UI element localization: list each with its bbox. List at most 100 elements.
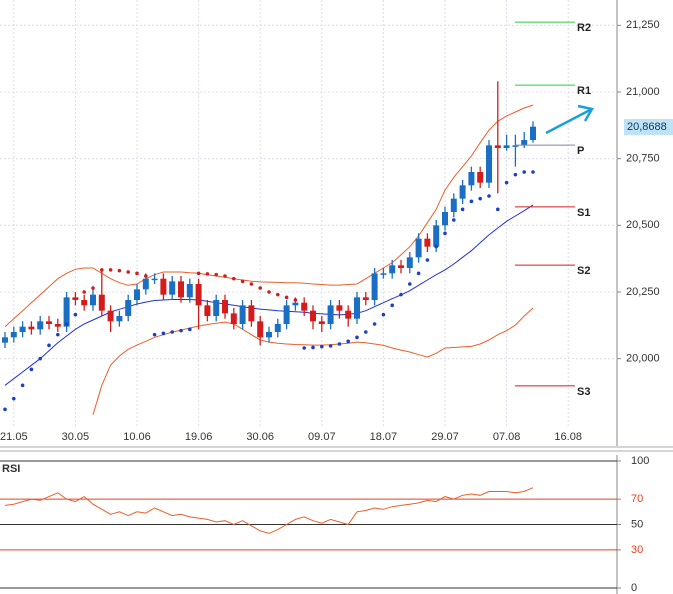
candle-body — [468, 172, 475, 186]
y-tick-label: 20,750 — [626, 153, 660, 165]
sar-dot — [302, 346, 307, 350]
x-tick-label: 29.07 — [431, 431, 459, 443]
sar-dot — [276, 292, 280, 297]
sar-dot — [469, 199, 474, 204]
sar-dot — [205, 272, 210, 276]
candle-body — [195, 284, 202, 306]
candle-body — [362, 297, 369, 300]
candle-body — [125, 300, 132, 316]
candle-body — [486, 145, 492, 183]
candle-body — [371, 273, 378, 300]
sar-dot — [320, 344, 324, 349]
sar-dot — [214, 272, 218, 277]
candle-body — [345, 310, 352, 319]
x-tick-label: 30.05 — [62, 431, 90, 443]
sar-dot — [232, 276, 236, 281]
sar-dot — [328, 344, 333, 348]
candle-body — [10, 332, 17, 338]
sar-dot — [408, 282, 412, 286]
candle-body — [450, 198, 457, 212]
candle-body — [477, 172, 484, 183]
candle-body — [283, 305, 290, 324]
x-tick-label: 30.06 — [246, 431, 274, 443]
y-tick-label: 30 — [631, 544, 643, 556]
candle-body — [81, 300, 88, 306]
candle-body — [222, 300, 228, 314]
sar-dot — [267, 290, 271, 294]
pivot-label: P — [577, 145, 584, 157]
sar-dot — [425, 258, 430, 262]
candle-body — [72, 297, 79, 300]
sar-dot — [144, 274, 148, 278]
sar-dot — [64, 322, 69, 326]
x-tick-label: 21.05 — [0, 431, 28, 443]
candle-body — [503, 145, 510, 148]
sar-dot — [293, 298, 298, 302]
y-tick-label: 20,500 — [626, 219, 660, 231]
candle-body — [442, 212, 448, 226]
sar-dot — [381, 312, 386, 317]
y-tick-label: 20,000 — [626, 353, 660, 365]
candle-body — [116, 316, 123, 322]
candle-body — [301, 302, 308, 311]
sar-dot — [258, 286, 263, 290]
candle-body — [98, 294, 105, 311]
sar-dot — [117, 268, 122, 273]
sar-dot — [29, 367, 34, 372]
candle-body — [230, 313, 237, 324]
candle-body — [310, 310, 316, 322]
sar-dot — [108, 268, 113, 272]
sar-dot — [188, 327, 192, 332]
trend-arrow — [545, 104, 594, 135]
candle-body — [213, 300, 220, 316]
bollinger-lower — [92, 307, 534, 415]
sar-dot — [496, 207, 500, 212]
candle-body — [274, 324, 281, 332]
sar-dot — [478, 196, 483, 201]
sar-dot — [126, 270, 130, 274]
sar-dot — [346, 339, 351, 344]
sar-dot — [152, 332, 157, 337]
candle-body — [459, 185, 466, 199]
candle-body — [151, 278, 158, 281]
rsi-title: RSI — [2, 463, 20, 475]
x-tick-label: 18.07 — [370, 431, 398, 443]
sar-dot — [170, 330, 174, 334]
sar-dot — [82, 290, 86, 294]
sar-dot — [416, 271, 421, 276]
candle-body — [398, 265, 404, 268]
y-tick-label: 21,000 — [626, 86, 660, 98]
sar-dot — [284, 295, 289, 300]
y-tick-label: 21,250 — [626, 19, 660, 31]
candle-body — [433, 225, 440, 247]
candle-body — [134, 289, 140, 300]
x-tick-label: 10.06 — [123, 431, 151, 443]
candle-body — [169, 281, 176, 295]
candle-body — [19, 326, 26, 332]
candle-body — [46, 321, 52, 324]
sar-dot — [337, 342, 342, 346]
rsi-line — [4, 487, 534, 534]
sar-dot — [73, 312, 78, 317]
pivot-label: S2 — [577, 265, 590, 277]
candle-body — [186, 284, 193, 298]
bollinger-middle — [4, 204, 534, 386]
y-tick-label: 100 — [631, 455, 649, 467]
candle-body — [142, 278, 149, 290]
sar-dot — [249, 282, 254, 286]
candle-body — [266, 332, 272, 338]
last-price-label: 20,8688 — [627, 121, 667, 133]
sar-dot — [487, 194, 491, 198]
candle-body — [2, 337, 8, 343]
sar-dot — [161, 331, 166, 336]
candle-body — [90, 294, 96, 306]
y-tick-label: 70 — [631, 493, 643, 505]
sar-dot — [135, 271, 139, 276]
sar-dot — [399, 292, 403, 297]
candle-body — [248, 305, 255, 322]
candle-body — [107, 310, 114, 322]
sar-dot — [100, 268, 104, 272]
candle-body — [389, 265, 396, 274]
candle-body — [160, 278, 167, 295]
